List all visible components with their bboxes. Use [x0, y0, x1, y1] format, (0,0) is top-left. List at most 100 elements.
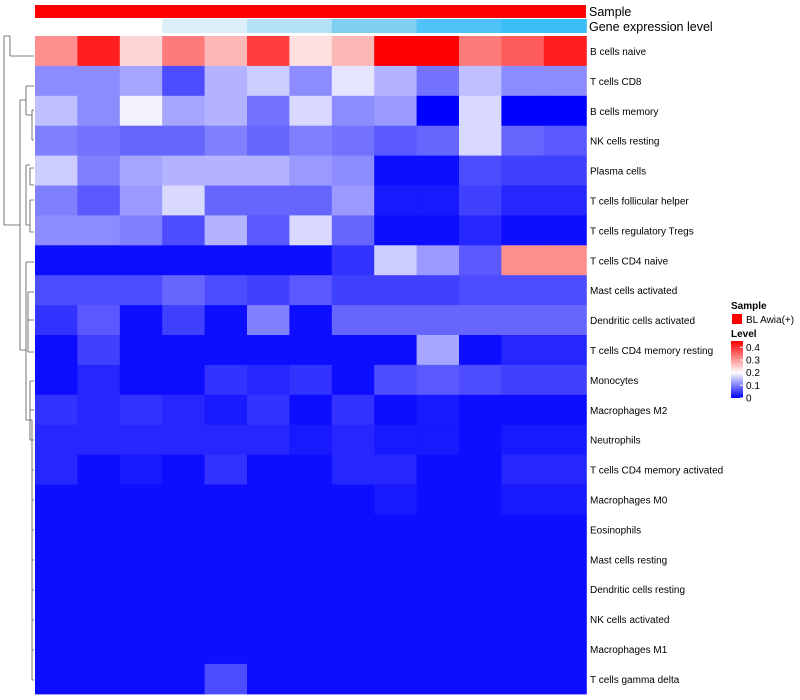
heatmap-cell	[501, 574, 545, 605]
heatmap-cell	[247, 454, 290, 486]
row-dendrogram	[3, 35, 34, 681]
heatmap-cell	[162, 454, 206, 486]
heatmap-cell	[204, 364, 248, 396]
heatmap-cell	[204, 155, 248, 187]
heatmap-cell	[35, 215, 78, 246]
heatmap-cell	[331, 125, 375, 157]
heatmap-cell	[459, 663, 502, 695]
heatmap-cell	[77, 514, 121, 545]
heatmap-cell	[162, 125, 206, 157]
heatmap-cell	[543, 424, 587, 456]
heatmap-cell	[289, 245, 333, 276]
heatmap-cell	[289, 454, 333, 486]
heatmap-cell	[289, 155, 333, 187]
heatmap-cell	[77, 484, 121, 515]
heatmap-cell	[162, 215, 206, 246]
heatmap-cell	[331, 484, 375, 515]
row-label: Dendritic cells resting	[590, 585, 685, 596]
heatmap-cell	[416, 245, 460, 276]
heatmap-cell	[331, 514, 375, 545]
heatmap-cell	[374, 155, 418, 187]
heatmap-cell	[35, 634, 78, 665]
heatmap-cell	[119, 36, 163, 67]
heatmap-cell	[416, 364, 460, 396]
heatmap-cell	[119, 454, 163, 486]
heatmap-cell	[289, 185, 333, 216]
row-label: Mast cells resting	[590, 555, 667, 566]
heatmap-cell	[289, 663, 333, 695]
heatmap-cell	[501, 484, 545, 515]
heatmap-cell	[289, 215, 333, 246]
heatmap-cell	[162, 604, 206, 635]
heatmap-cell	[416, 36, 460, 67]
heatmap-cell	[77, 155, 121, 187]
heatmap-cell	[247, 544, 290, 575]
heatmap-cell	[119, 544, 163, 575]
heatmap-cell	[459, 544, 502, 575]
heatmap-cell	[247, 514, 290, 545]
heatmap-cell	[77, 65, 121, 97]
row-label: Mast cells activated	[590, 286, 677, 297]
heatmap-cell	[331, 275, 375, 306]
heatmap-cell	[119, 245, 163, 276]
heatmap-cell	[35, 424, 78, 456]
heatmap-cell	[501, 215, 545, 246]
heatmap-cell	[289, 484, 333, 515]
legend-tick-label: 0.4	[746, 343, 760, 354]
heatmap-cell	[374, 125, 418, 157]
heatmap-cell	[374, 394, 418, 426]
heatmap-cell	[374, 275, 418, 306]
heatmap-cell	[162, 36, 206, 67]
heatmap-cell	[204, 245, 248, 276]
heatmap-cell	[162, 335, 206, 366]
heatmap-cell	[331, 574, 375, 605]
heatmap-cell	[501, 364, 545, 396]
row-label: Eosinophils	[590, 525, 641, 536]
heatmap-cell	[77, 634, 121, 665]
heatmap-cell	[331, 305, 375, 336]
heatmap-cell	[77, 36, 121, 67]
heatmap-cell	[459, 185, 502, 216]
heatmap-cell	[501, 424, 545, 456]
heatmap-cell	[459, 215, 502, 246]
legend-ticks: 0 0.1 0.20.3 0.4	[740, 343, 760, 405]
heatmap-cell	[247, 65, 290, 97]
heatmap-cell	[416, 185, 460, 216]
heatmap-cell	[289, 36, 333, 67]
legend-sample-swatch	[732, 314, 742, 324]
heatmap-cell	[77, 663, 121, 695]
heatmap-cell	[416, 125, 460, 157]
heatmap-cell	[374, 544, 418, 575]
heatmap-cell	[77, 185, 121, 216]
heatmap-cell	[501, 125, 545, 157]
gene-expression-cell	[247, 19, 290, 33]
heatmap-cell	[459, 634, 502, 665]
heatmap-cell	[247, 185, 290, 216]
heatmap-cell	[35, 454, 78, 486]
heatmap-cell	[459, 454, 502, 486]
row-labels: B cells naive T cells CD8 B cells memory NK…	[590, 47, 723, 686]
heatmap-cell	[162, 574, 206, 605]
heatmap-cell	[77, 424, 121, 456]
heatmap-cell	[77, 125, 121, 157]
legend-tick-label: 0.1	[746, 381, 760, 392]
heatmap-cell	[416, 155, 460, 187]
gene-expression-cell	[543, 19, 587, 33]
heatmap-cell	[247, 155, 290, 187]
heatmap-cell	[77, 215, 121, 246]
heatmap-cell	[247, 125, 290, 157]
heatmap-cell	[162, 394, 206, 426]
heatmap-cell	[543, 574, 587, 605]
heatmap-cell	[247, 574, 290, 605]
gene-expression-cell	[162, 19, 206, 33]
heatmap-cell	[331, 65, 375, 97]
heatmap-cell	[331, 245, 375, 276]
heatmap-cell	[77, 364, 121, 396]
heatmap-cell	[35, 275, 78, 306]
heatmap-cell	[459, 424, 502, 456]
heatmap-cell	[35, 155, 78, 187]
heatmap-cell	[247, 36, 290, 67]
heatmap-cell	[119, 574, 163, 605]
heatmap-cell	[162, 514, 206, 545]
heatmap-cell	[204, 424, 248, 456]
